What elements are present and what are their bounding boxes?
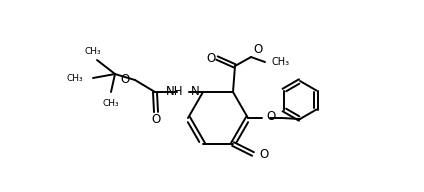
Text: CH₃: CH₃ <box>103 99 119 108</box>
Text: N: N <box>191 84 200 98</box>
Text: CH₃: CH₃ <box>85 47 101 56</box>
Text: O: O <box>259 148 268 161</box>
Text: O: O <box>266 111 275 123</box>
Text: O: O <box>121 73 130 85</box>
Text: NH: NH <box>165 84 183 98</box>
Text: O: O <box>206 51 216 65</box>
Text: O: O <box>151 113 161 126</box>
Text: CH₃: CH₃ <box>67 74 83 83</box>
Text: CH₃: CH₃ <box>272 57 290 67</box>
Text: O: O <box>253 43 262 56</box>
